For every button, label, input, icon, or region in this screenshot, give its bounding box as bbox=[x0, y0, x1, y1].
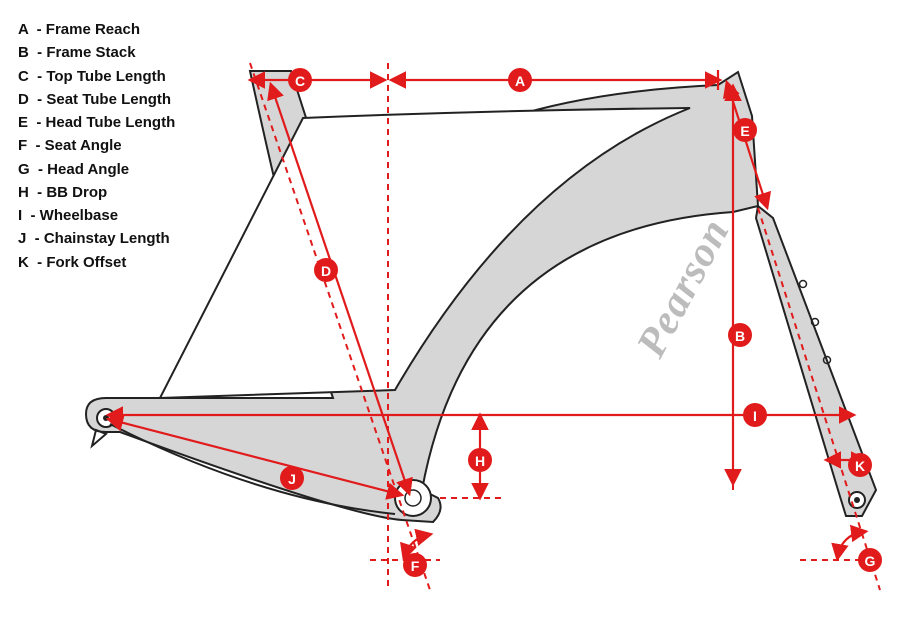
badge-label-B: B bbox=[735, 328, 745, 344]
badge-label-D: D bbox=[321, 263, 331, 279]
legend-row: H - BB Drop bbox=[18, 181, 175, 204]
badge-label-K: K bbox=[855, 458, 865, 474]
legend-row: B - Frame Stack bbox=[18, 41, 175, 64]
badge-label-H: H bbox=[475, 453, 485, 469]
legend-row: G - Head Angle bbox=[18, 158, 175, 181]
bottom-bracket bbox=[395, 480, 431, 516]
badge-label-I: I bbox=[753, 408, 757, 424]
front-dropout-bolt bbox=[854, 497, 860, 503]
legend-row: F - Seat Angle bbox=[18, 134, 175, 157]
badge-label-E: E bbox=[740, 123, 749, 139]
badge-label-C: C bbox=[295, 73, 305, 89]
legend-row: I - Wheelbase bbox=[18, 204, 175, 227]
fork-eyelet bbox=[800, 281, 807, 288]
rear-dropout-bolt bbox=[103, 415, 109, 421]
badge-label-G: G bbox=[865, 553, 876, 569]
dim-G bbox=[838, 532, 862, 555]
badge-label-F: F bbox=[411, 558, 420, 574]
legend-row: D - Seat Tube Length bbox=[18, 88, 175, 111]
badge-label-A: A bbox=[515, 73, 525, 89]
dim-F bbox=[405, 535, 427, 555]
legend-row: J - Chainstay Length bbox=[18, 227, 175, 250]
dropout-tab bbox=[92, 430, 106, 446]
badge-label-J: J bbox=[288, 471, 296, 487]
stage: A - Frame Reach B - Frame Stack C - Top … bbox=[0, 0, 900, 622]
legend-row: K - Fork Offset bbox=[18, 251, 175, 274]
legend-row: A - Frame Reach bbox=[18, 18, 175, 41]
legend: A - Frame Reach B - Frame Stack C - Top … bbox=[18, 18, 175, 274]
legend-row: E - Head Tube Length bbox=[18, 111, 175, 134]
brand-label: Pearson bbox=[628, 211, 739, 365]
legend-row: C - Top Tube Length bbox=[18, 65, 175, 88]
